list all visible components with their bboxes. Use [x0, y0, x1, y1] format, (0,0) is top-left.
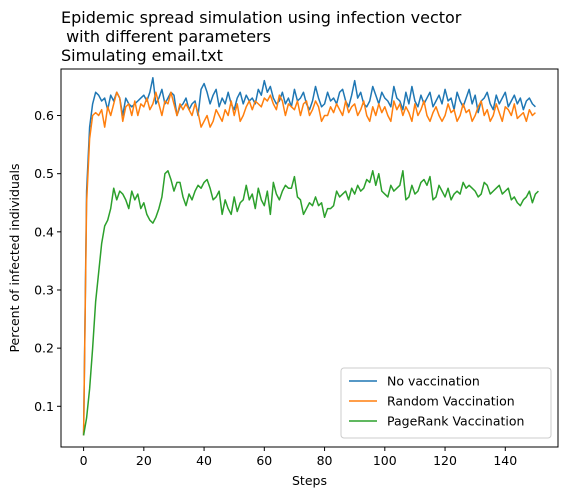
x-tick-label-7: 140	[493, 453, 517, 468]
y-tick-label-1: 0.2	[34, 341, 54, 356]
legend: No vaccination Random Vaccination PageRank…	[341, 368, 551, 438]
x-tick-label-1: 20	[136, 453, 152, 468]
x-tick-label-6: 120	[433, 453, 457, 468]
x-tick-label-3: 60	[256, 453, 272, 468]
x-axis-label: Steps	[292, 473, 327, 488]
x-tick-label-0: 0	[80, 453, 88, 468]
y-axis: 0.1 0.2 0.3 0.4 0.5 0.6	[34, 108, 61, 414]
y-tick-label-3: 0.4	[34, 224, 54, 239]
y-tick-label-2: 0.3	[34, 282, 54, 297]
legend-label-0: No vaccination	[387, 374, 480, 389]
y-tick-label-5: 0.6	[34, 108, 54, 123]
legend-label-1: Random Vaccination	[387, 394, 515, 409]
x-tick-label-2: 40	[196, 453, 212, 468]
legend-label-2: PageRank Vaccination	[387, 414, 524, 429]
y-tick-label-0: 0.1	[34, 399, 54, 414]
x-axis: 0 20 40 60 80 100 120 140	[80, 447, 518, 468]
x-tick-label-5: 100	[373, 453, 397, 468]
x-tick-label-4: 80	[317, 453, 333, 468]
y-tick-label-4: 0.5	[34, 166, 54, 181]
y-axis-label: Percent of infected individuals	[7, 163, 22, 352]
